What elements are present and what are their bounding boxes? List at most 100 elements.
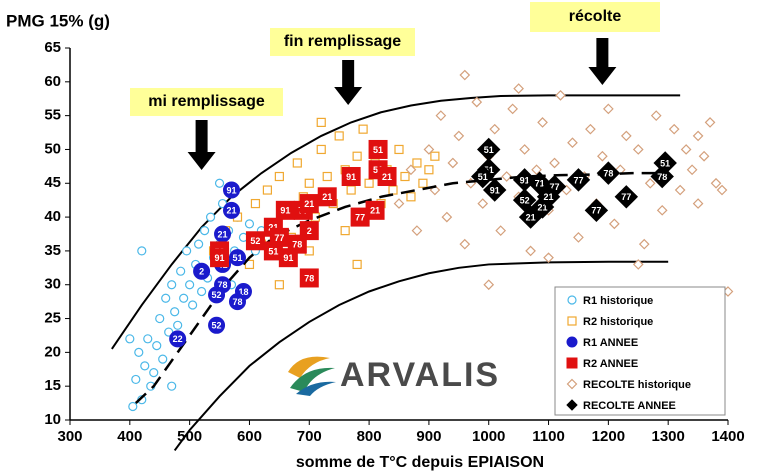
annotation-arrow (588, 38, 617, 85)
point (429, 184, 441, 196)
point (608, 218, 620, 230)
point (352, 259, 362, 270)
point (244, 259, 255, 270)
y-tick-label: 60 (44, 73, 61, 90)
point (680, 144, 692, 155)
legend-label: RECOLTE ANNEE (583, 400, 676, 412)
y-tick-label: 40 (44, 208, 61, 225)
point-label: 21 (538, 202, 548, 212)
point (365, 200, 385, 220)
y-tick-label: 65 (44, 39, 61, 56)
point (656, 204, 668, 216)
point (197, 286, 207, 297)
legend-marker (566, 378, 578, 390)
point-label: 77 (550, 182, 560, 192)
point (245, 231, 265, 251)
point (210, 248, 230, 268)
point (208, 286, 226, 304)
point (704, 117, 716, 128)
point (274, 280, 284, 290)
point (477, 198, 489, 209)
point (317, 187, 337, 207)
point (155, 313, 165, 324)
point (137, 246, 147, 256)
point-label: 51 (660, 158, 670, 168)
point (176, 266, 186, 276)
x-tick-label: 1300 (651, 428, 684, 445)
point (393, 198, 405, 209)
point-label: 51 (484, 145, 494, 155)
point (167, 280, 177, 290)
x-tick-label: 1400 (711, 428, 744, 445)
point (340, 226, 350, 236)
point (131, 374, 141, 385)
point (250, 198, 261, 209)
point (334, 131, 344, 141)
point (692, 198, 704, 209)
point (430, 151, 440, 161)
point (158, 354, 168, 364)
point (453, 130, 465, 142)
legend-label: R2 ANNEE (583, 358, 638, 370)
point (208, 316, 226, 334)
point (199, 226, 210, 236)
point (710, 177, 722, 189)
x-axis-label: somme de T°C depuis EPIAISON (296, 454, 544, 471)
point (274, 171, 284, 182)
y-tick-label: 20 (44, 343, 61, 360)
point (525, 245, 536, 257)
point (194, 239, 204, 249)
point (346, 185, 356, 195)
logo-swoosh (290, 367, 335, 392)
legend-label: R2 historique (583, 316, 653, 328)
point-label: 91 (227, 185, 237, 195)
point (585, 123, 596, 135)
point-label: 77 (355, 212, 365, 222)
point (244, 219, 255, 229)
point (537, 117, 548, 128)
point (322, 171, 332, 182)
point (368, 139, 388, 159)
point (632, 259, 644, 270)
point (316, 117, 326, 128)
plot-area: 9121215141218785278522252915221779177278… (111, 69, 734, 452)
point (205, 212, 216, 222)
point (352, 151, 362, 161)
annotation-arrow (187, 120, 216, 170)
point-label: 2 (199, 267, 204, 277)
point (549, 157, 560, 169)
point-label: 51 (478, 172, 488, 182)
point (447, 157, 459, 169)
point (182, 246, 192, 256)
point (228, 293, 246, 311)
point-label: 52 (212, 321, 222, 331)
x-tick-label: 900 (416, 428, 441, 445)
point (193, 262, 211, 280)
point (418, 178, 428, 188)
point (584, 198, 609, 223)
logo-swoosh (296, 381, 336, 396)
annotation-text: mi remplissage (148, 93, 265, 110)
point-label: 71 (535, 179, 545, 189)
point (406, 192, 416, 202)
point (140, 361, 150, 371)
point-label: 91 (346, 172, 356, 182)
legend-marker (567, 316, 577, 326)
annotation-box (130, 88, 283, 116)
point (441, 211, 453, 223)
point (377, 167, 397, 187)
point (435, 110, 447, 121)
x-tick-label: 800 (357, 428, 382, 445)
x-tick-label: 500 (177, 428, 202, 445)
logo-text: ARVALIS (340, 356, 500, 394)
point (188, 300, 198, 310)
point-label: 78 (657, 172, 667, 182)
point (501, 171, 513, 182)
point (424, 165, 434, 175)
point (567, 137, 578, 149)
point-label: 91 (283, 253, 293, 263)
point-label: 77 (573, 175, 583, 185)
point (573, 232, 584, 243)
y-tick-label: 25 (44, 310, 61, 327)
x-tick-label: 300 (57, 428, 82, 445)
